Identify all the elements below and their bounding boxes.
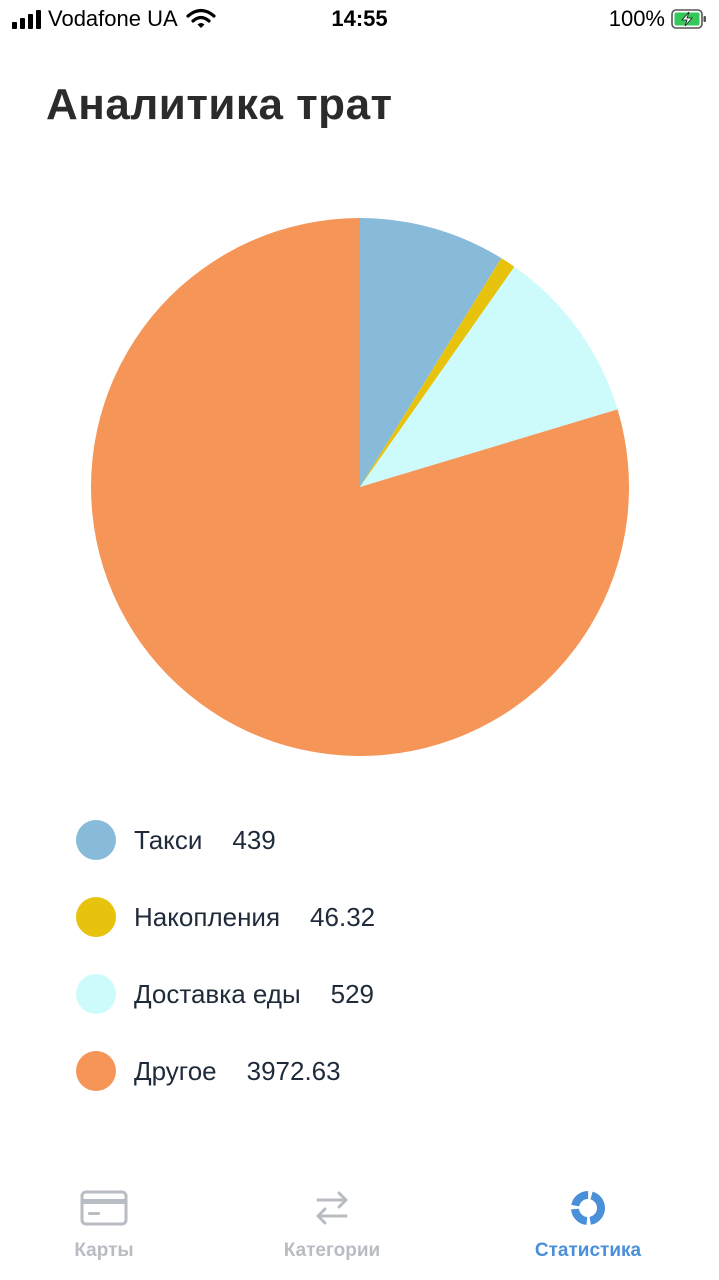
status-time: 14:55 — [331, 6, 388, 31]
legend-swatch — [76, 820, 116, 860]
status-bar: Vodafone UA 14:55 100% — [0, 0, 719, 40]
spending-pie-chart — [90, 217, 630, 757]
tab-label: Статистика — [534, 1240, 642, 1261]
pie-slice-savings — [360, 258, 515, 487]
tab-cards[interactable]: Карты — [4, 1176, 204, 1262]
bottom-tab-bar: Карты Категории Статистика — [0, 1176, 719, 1280]
signal-strength-icon — [12, 9, 41, 29]
legend-label: Такси — [134, 825, 203, 855]
legend-value: 46.32 — [310, 902, 376, 932]
status-right: 100% — [609, 6, 707, 32]
legend-label: Накопления — [134, 902, 281, 932]
pie-slice-food-delivery — [360, 266, 618, 487]
legend-item-food-delivery: Доставка еды 529 — [76, 974, 375, 1051]
swap-arrows-icon — [316, 1191, 348, 1225]
tab-label: Категории — [283, 1240, 381, 1261]
legend-swatch — [76, 897, 116, 937]
legend-label: Доставка еды — [134, 979, 301, 1009]
tab-label: Карты — [74, 1240, 134, 1261]
legend-swatch — [76, 974, 116, 1014]
pie-slice-other — [91, 218, 630, 756]
battery-percentage: 100% — [608, 6, 665, 31]
battery-charging-icon — [671, 9, 706, 29]
legend-label: Другое — [134, 1056, 217, 1086]
legend-swatch — [76, 1051, 116, 1091]
wifi-icon — [186, 8, 216, 28]
page-title: Аналитика трат — [46, 80, 393, 129]
legend-value: 439 — [232, 825, 276, 855]
tab-categories[interactable]: Категории — [232, 1176, 432, 1262]
legend-value: 3972.63 — [246, 1056, 341, 1086]
card-icon — [80, 1190, 128, 1226]
chart-legend: Такси 439 Накопления 46.32 Доставка еды … — [76, 820, 375, 1128]
status-left: Vodafone UA — [12, 6, 216, 32]
legend-value: 529 — [330, 979, 375, 1009]
legend-item-other: Другое 3972.63 — [76, 1051, 375, 1128]
legend-item-savings: Накопления 46.32 — [76, 897, 375, 974]
pie-stats-icon — [571, 1191, 605, 1225]
carrier-name: Vodafone UA — [48, 6, 178, 31]
pie-chart-svg — [91, 218, 630, 756]
pie-slice-taxi — [360, 218, 502, 487]
tab-statistics[interactable]: Статистика — [488, 1176, 688, 1262]
legend-item-taxi: Такси 439 — [76, 820, 375, 897]
